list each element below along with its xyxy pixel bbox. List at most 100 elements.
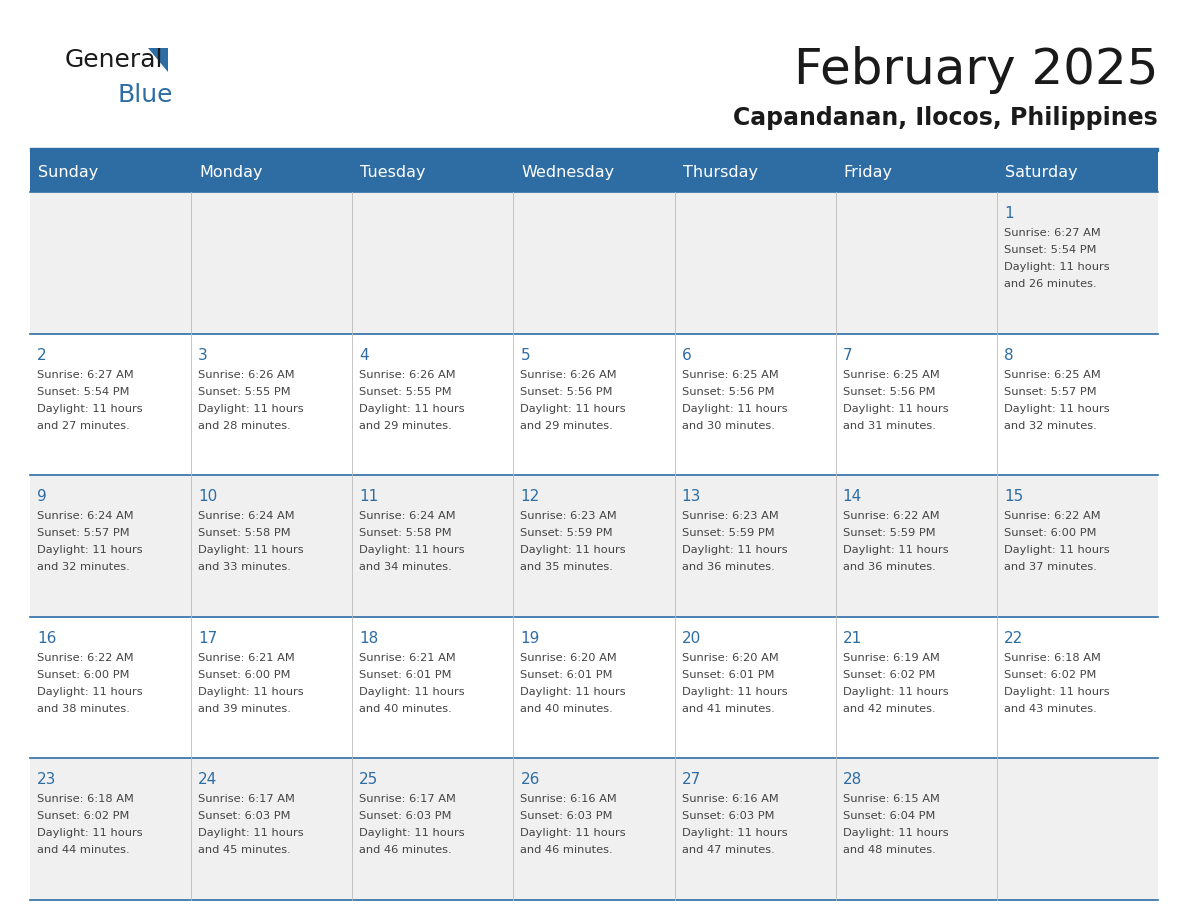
Text: Sunset: 5:58 PM: Sunset: 5:58 PM (198, 528, 291, 538)
Text: Daylight: 11 hours: Daylight: 11 hours (520, 828, 626, 838)
Text: Capandanan, Ilocos, Philippines: Capandanan, Ilocos, Philippines (733, 106, 1158, 130)
Text: 25: 25 (359, 772, 379, 788)
Text: and 41 minutes.: and 41 minutes. (682, 704, 775, 714)
Text: Sunset: 5:54 PM: Sunset: 5:54 PM (1004, 245, 1097, 255)
Text: Sunrise: 6:19 AM: Sunrise: 6:19 AM (842, 653, 940, 663)
Text: Daylight: 11 hours: Daylight: 11 hours (359, 828, 465, 838)
Text: and 47 minutes.: and 47 minutes. (682, 845, 775, 856)
Text: 17: 17 (198, 631, 217, 645)
Text: Blue: Blue (116, 83, 172, 107)
Text: Sunrise: 6:26 AM: Sunrise: 6:26 AM (520, 370, 617, 380)
Text: Sunrise: 6:25 AM: Sunrise: 6:25 AM (842, 370, 940, 380)
Text: Sunset: 6:02 PM: Sunset: 6:02 PM (37, 812, 129, 822)
Text: Sunrise: 6:21 AM: Sunrise: 6:21 AM (359, 653, 456, 663)
Text: Daylight: 11 hours: Daylight: 11 hours (359, 687, 465, 697)
Text: Daylight: 11 hours: Daylight: 11 hours (359, 545, 465, 555)
Text: 5: 5 (520, 348, 530, 363)
Text: Daylight: 11 hours: Daylight: 11 hours (37, 545, 143, 555)
Text: Sunrise: 6:22 AM: Sunrise: 6:22 AM (1004, 511, 1100, 521)
Text: Sunrise: 6:15 AM: Sunrise: 6:15 AM (842, 794, 940, 804)
Text: and 44 minutes.: and 44 minutes. (37, 845, 129, 856)
Text: 10: 10 (198, 489, 217, 504)
Text: Daylight: 11 hours: Daylight: 11 hours (520, 404, 626, 414)
Text: Sunset: 6:00 PM: Sunset: 6:00 PM (37, 670, 129, 680)
Text: Sunrise: 6:17 AM: Sunrise: 6:17 AM (198, 794, 295, 804)
Text: Sunrise: 6:24 AM: Sunrise: 6:24 AM (37, 511, 133, 521)
Text: 26: 26 (520, 772, 539, 788)
Text: Sunrise: 6:16 AM: Sunrise: 6:16 AM (520, 794, 618, 804)
Text: and 46 minutes.: and 46 minutes. (520, 845, 613, 856)
Text: General: General (65, 48, 164, 72)
Text: Sunset: 6:02 PM: Sunset: 6:02 PM (1004, 670, 1097, 680)
Text: 23: 23 (37, 772, 56, 788)
Text: and 27 minutes.: and 27 minutes. (37, 420, 129, 431)
Text: and 26 minutes.: and 26 minutes. (1004, 279, 1097, 289)
Text: 21: 21 (842, 631, 862, 645)
Text: Sunset: 5:55 PM: Sunset: 5:55 PM (359, 386, 451, 397)
Text: Daylight: 11 hours: Daylight: 11 hours (198, 828, 304, 838)
Text: 9: 9 (37, 489, 46, 504)
Text: Sunrise: 6:18 AM: Sunrise: 6:18 AM (37, 794, 134, 804)
Text: Sunrise: 6:18 AM: Sunrise: 6:18 AM (1004, 653, 1101, 663)
Text: Daylight: 11 hours: Daylight: 11 hours (37, 404, 143, 414)
Text: Sunrise: 6:26 AM: Sunrise: 6:26 AM (359, 370, 456, 380)
Text: February 2025: February 2025 (794, 46, 1158, 94)
Bar (30, 152, 1158, 192)
Text: and 40 minutes.: and 40 minutes. (359, 704, 453, 714)
Text: and 29 minutes.: and 29 minutes. (359, 420, 453, 431)
Text: Sunrise: 6:21 AM: Sunrise: 6:21 AM (198, 653, 295, 663)
Text: 14: 14 (842, 489, 862, 504)
Text: and 30 minutes.: and 30 minutes. (682, 420, 775, 431)
Text: Daylight: 11 hours: Daylight: 11 hours (198, 545, 304, 555)
Text: and 35 minutes.: and 35 minutes. (520, 562, 613, 572)
Text: Sunset: 6:01 PM: Sunset: 6:01 PM (359, 670, 451, 680)
Text: and 36 minutes.: and 36 minutes. (682, 562, 775, 572)
Text: Daylight: 11 hours: Daylight: 11 hours (842, 404, 948, 414)
Text: Sunrise: 6:23 AM: Sunrise: 6:23 AM (520, 511, 618, 521)
Text: Daylight: 11 hours: Daylight: 11 hours (842, 687, 948, 697)
Text: 18: 18 (359, 631, 379, 645)
Text: Sunrise: 6:22 AM: Sunrise: 6:22 AM (37, 653, 133, 663)
Text: and 46 minutes.: and 46 minutes. (359, 845, 451, 856)
Text: Sunset: 6:02 PM: Sunset: 6:02 PM (842, 670, 935, 680)
Text: Sunrise: 6:23 AM: Sunrise: 6:23 AM (682, 511, 778, 521)
Text: and 33 minutes.: and 33 minutes. (198, 562, 291, 572)
Text: Sunrise: 6:27 AM: Sunrise: 6:27 AM (1004, 228, 1100, 238)
Text: and 36 minutes.: and 36 minutes. (842, 562, 935, 572)
Text: 11: 11 (359, 489, 379, 504)
Text: Sunrise: 6:20 AM: Sunrise: 6:20 AM (682, 653, 778, 663)
Text: 13: 13 (682, 489, 701, 504)
Text: Sunset: 5:56 PM: Sunset: 5:56 PM (520, 386, 613, 397)
Text: Sunset: 6:00 PM: Sunset: 6:00 PM (1004, 528, 1097, 538)
Text: Daylight: 11 hours: Daylight: 11 hours (682, 545, 788, 555)
Text: 19: 19 (520, 631, 539, 645)
Text: and 43 minutes.: and 43 minutes. (1004, 704, 1097, 714)
Bar (30, 476, 1158, 617)
Text: 15: 15 (1004, 489, 1023, 504)
Text: Sunset: 6:04 PM: Sunset: 6:04 PM (842, 812, 935, 822)
Text: and 34 minutes.: and 34 minutes. (359, 562, 453, 572)
Bar (30, 758, 1158, 900)
Text: 27: 27 (682, 772, 701, 788)
Text: Daylight: 11 hours: Daylight: 11 hours (682, 404, 788, 414)
Text: Tuesday: Tuesday (360, 164, 425, 180)
Bar (30, 333, 1158, 476)
Text: Sunrise: 6:22 AM: Sunrise: 6:22 AM (842, 511, 940, 521)
Text: 4: 4 (359, 348, 369, 363)
Text: and 29 minutes.: and 29 minutes. (520, 420, 613, 431)
Text: Sunset: 5:59 PM: Sunset: 5:59 PM (842, 528, 935, 538)
Text: 6: 6 (682, 348, 691, 363)
Bar (30, 617, 1158, 758)
Text: Sunset: 6:01 PM: Sunset: 6:01 PM (682, 670, 775, 680)
Text: Sunset: 6:01 PM: Sunset: 6:01 PM (520, 670, 613, 680)
Text: Daylight: 11 hours: Daylight: 11 hours (198, 687, 304, 697)
Text: Daylight: 11 hours: Daylight: 11 hours (682, 828, 788, 838)
Text: Daylight: 11 hours: Daylight: 11 hours (1004, 687, 1110, 697)
Text: Sunrise: 6:24 AM: Sunrise: 6:24 AM (198, 511, 295, 521)
Bar (30, 192, 1158, 333)
Text: 24: 24 (198, 772, 217, 788)
Text: Thursday: Thursday (683, 164, 758, 180)
Text: 12: 12 (520, 489, 539, 504)
Text: and 42 minutes.: and 42 minutes. (842, 704, 935, 714)
Text: 2: 2 (37, 348, 46, 363)
